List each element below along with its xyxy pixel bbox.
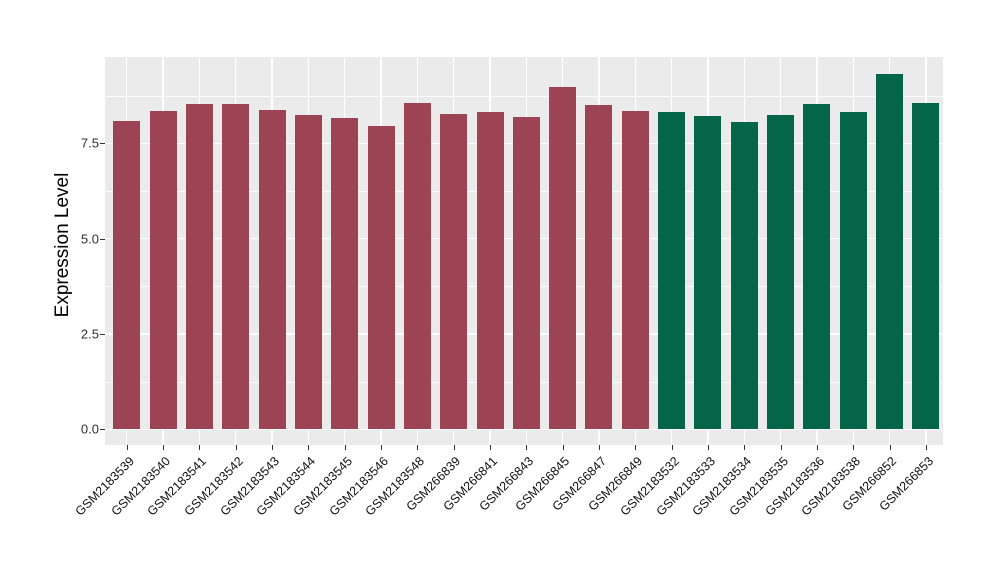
bar-GSM2183544: [294, 115, 322, 430]
x-tick-mark: [381, 445, 382, 450]
x-tick-mark: [853, 445, 855, 450]
bar-GSM2183542: [222, 104, 250, 430]
bar-GSM2183534: [730, 121, 758, 430]
y-tick-mark: [100, 333, 105, 335]
y-axis-title-text: Expression Level: [52, 172, 73, 318]
bar-GSM2183546: [367, 126, 395, 430]
gridline-major: [105, 428, 943, 431]
x-tick-mark: [562, 445, 564, 450]
x-tick-mark: [417, 445, 419, 450]
x-tick-mark: [780, 445, 782, 450]
plot-panel: [105, 57, 943, 445]
x-tick-mark: [272, 445, 274, 450]
bar-GSM266853: [912, 102, 940, 430]
bar-GSM2183541: [185, 104, 213, 430]
x-tick-mark: [490, 445, 491, 450]
y-tick-label: 5.0: [80, 231, 99, 247]
x-tick-mark: [235, 445, 237, 450]
x-tick-mark: [526, 445, 528, 450]
bar-GSM2183540: [149, 110, 177, 430]
gridline-minor: [105, 95, 943, 97]
bar-GSM266841: [476, 111, 504, 430]
y-tick-mark: [100, 429, 105, 431]
x-tick-mark: [707, 445, 709, 450]
bar-GSM2183532: [658, 112, 686, 430]
bar-GSM2183533: [694, 116, 722, 430]
x-tick-mark: [308, 445, 310, 450]
bar-GSM266839: [440, 113, 468, 430]
x-tick-mark: [816, 445, 818, 450]
bar-GSM2183538: [839, 112, 867, 430]
bar-GSM266845: [549, 86, 577, 430]
y-tick-mark: [100, 143, 105, 145]
bar-GSM2183536: [803, 103, 831, 430]
x-tick-mark: [163, 445, 165, 450]
bar-GSM2183548: [403, 102, 431, 430]
x-tick-mark: [199, 445, 201, 450]
bar-GSM2183539: [113, 121, 141, 430]
bar-GSM266843: [512, 117, 540, 430]
x-tick-mark: [671, 445, 673, 450]
y-tick-label: 2.5: [80, 326, 99, 342]
x-tick-mark: [453, 445, 455, 450]
bar-GSM2183535: [767, 115, 795, 430]
x-tick-mark: [126, 445, 128, 450]
bar-GSM2183543: [258, 110, 286, 430]
x-tick-mark: [925, 445, 927, 450]
x-tick-mark: [744, 445, 746, 450]
y-tick-label: 7.5: [80, 135, 99, 151]
bar-GSM266847: [585, 105, 613, 430]
x-tick-mark: [598, 445, 600, 450]
x-tick-mark: [889, 445, 891, 450]
y-tick-label: 0.0: [80, 421, 99, 437]
x-tick-mark: [344, 445, 346, 450]
bar-GSM266849: [621, 111, 649, 430]
bar-GSM266852: [876, 73, 904, 430]
y-tick-mark: [100, 238, 105, 240]
x-tick-mark: [635, 445, 637, 450]
bar-GSM2183545: [331, 118, 359, 430]
